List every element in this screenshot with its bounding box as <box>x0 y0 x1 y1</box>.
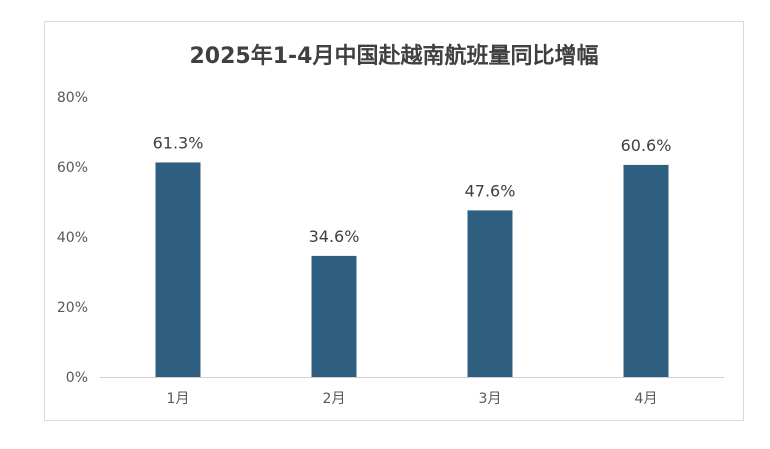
x-tick-label: 1月 <box>167 391 190 407</box>
data-labels: 61.3% 34.6% 47.6% 60.6% <box>153 133 672 245</box>
chart-title: 2025年1-4月中国赴越南航班量同比增幅 <box>189 44 599 69</box>
bars-group <box>155 162 669 377</box>
data-label: 47.6% <box>465 181 516 200</box>
bar <box>311 255 357 377</box>
x-tick-label: 3月 <box>479 391 502 407</box>
bar <box>155 162 201 377</box>
data-label: 34.6% <box>309 227 360 246</box>
x-tick-label: 4月 <box>635 391 658 407</box>
x-tick-label: 2月 <box>323 391 346 407</box>
data-label: 61.3% <box>153 133 204 152</box>
data-label: 60.6% <box>621 136 672 155</box>
bar <box>467 210 513 377</box>
y-tick-label: 80% <box>57 90 88 106</box>
y-tick-label: 60% <box>57 160 88 176</box>
y-tick-label: 0% <box>66 370 88 386</box>
y-tick-label: 20% <box>57 300 88 316</box>
bar <box>623 164 669 377</box>
y-axis-ticks: 0% 20% 40% 60% 80% <box>57 90 88 386</box>
x-axis-labels: 1月 2月 3月 4月 <box>167 391 658 407</box>
y-tick-label: 40% <box>57 230 88 246</box>
